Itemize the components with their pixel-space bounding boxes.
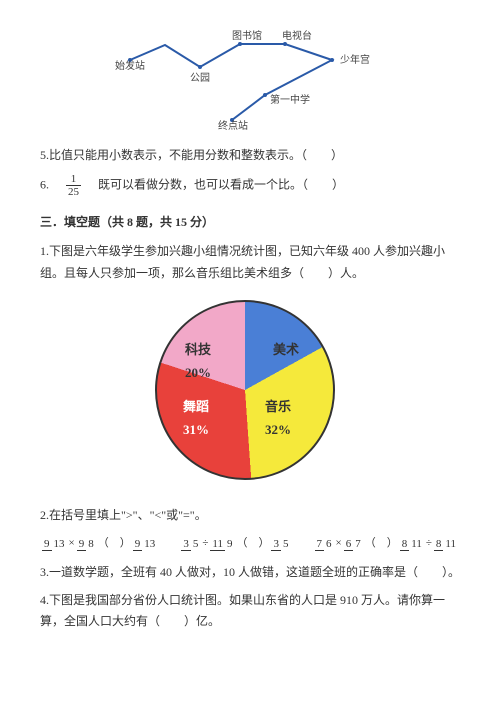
node-school: 第一中学: [270, 92, 310, 110]
cmp-2: 35÷119（ ）35: [179, 534, 292, 554]
q6-pre: 6.: [40, 177, 61, 191]
node-start: 始发站: [115, 58, 145, 76]
pie-chart: 美术 音乐32% 舞蹈31% 科技20%: [155, 300, 345, 490]
q6-post: 既可以看做分数，也可以看成一个比。（ ）: [86, 177, 344, 191]
node-youth: 少年宫: [340, 52, 370, 70]
node-end: 终点站: [218, 118, 248, 136]
compare-row: 913×98（ ）913 35÷119（ ）35 76×67（ ）811÷811: [40, 534, 460, 554]
cmp-1: 913×98（ ）913: [40, 534, 159, 554]
question-3-2: 2.在括号里填上">"、"<"或"="。: [40, 505, 460, 527]
node-library: 图书馆: [232, 28, 262, 46]
q6-fraction: 125: [66, 173, 81, 198]
pie-circle: [155, 300, 335, 480]
question-3-1: 1.下图是六年级学生参加兴趣小组情况统计图，已知六年级 400 人参加兴趣小组。…: [40, 241, 460, 284]
slice-tech: 科技20%: [185, 338, 211, 385]
question-6: 6. 125 既可以看做分数，也可以看成一个比。（ ）: [40, 173, 460, 198]
node-tv: 电视台: [282, 28, 312, 46]
route-map: 始发站 公园 图书馆 电视台 少年宫 第一中学 终点站: [110, 20, 390, 130]
cmp-3: 76×67（ ）811÷811: [313, 534, 460, 554]
slice-art: 美术: [273, 338, 299, 361]
slice-dance: 舞蹈31%: [183, 395, 209, 442]
slice-music: 音乐32%: [265, 395, 291, 442]
question-3-4: 4.下图是我国部分省份人口统计图。如果山东省的人口是 910 万人。请你算一算，…: [40, 590, 460, 633]
section-3-title: 三．填空题（共 8 题，共 15 分）: [40, 212, 460, 234]
node-park: 公园: [190, 70, 210, 88]
question-5: 5.比值只能用小数表示，不能用分数和整数表示。（ ）: [40, 145, 460, 167]
question-3-3: 3.一道数学题，全班有 40 人做对，10 人做错，这道题全班的正确率是（ ）。: [40, 562, 460, 584]
